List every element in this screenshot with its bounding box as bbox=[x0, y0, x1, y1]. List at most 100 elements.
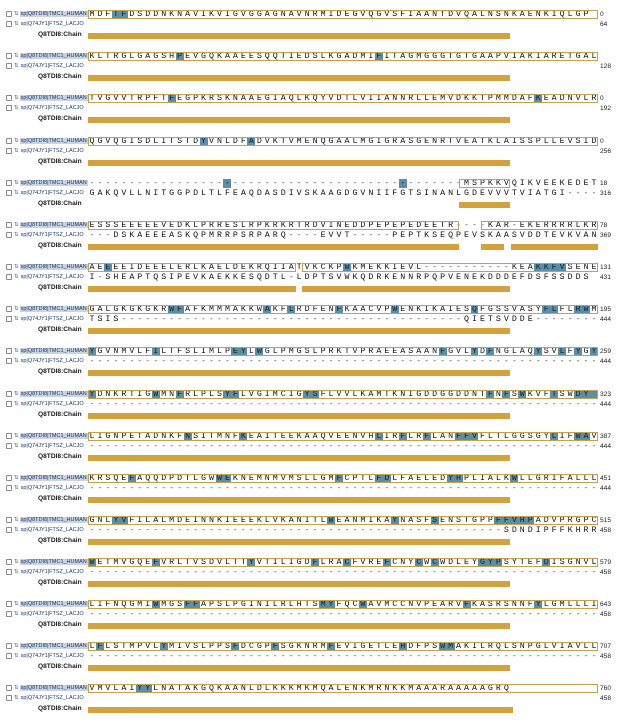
sequence-row-A[interactable]: ⇅ sp|Q8TDI8|TMC1_HUMAN bbox=[6, 346, 88, 355]
row-checkbox[interactable] bbox=[6, 137, 12, 144]
residue: D bbox=[527, 231, 533, 240]
residue: F bbox=[320, 390, 326, 399]
row-checkbox[interactable] bbox=[6, 442, 12, 449]
sequence-row-B[interactable]: ⇅ sp|Q74JY1|FTSZ_LACJO bbox=[6, 272, 85, 281]
chain-feature-bar[interactable] bbox=[511, 244, 598, 250]
row-checkbox[interactable] bbox=[6, 52, 12, 59]
sequence-row-A[interactable]: ⇅ sp|Q8TDI8|TMC1_HUMAN bbox=[6, 473, 88, 482]
chain-feature-bar[interactable] bbox=[88, 75, 510, 81]
row-checkbox[interactable] bbox=[6, 189, 12, 196]
row-checkbox[interactable] bbox=[6, 526, 12, 533]
sequence-row-A[interactable]: ⇅ sp|Q8TDI8|TMC1_HUMAN bbox=[6, 641, 88, 650]
chain-feature-bar[interactable] bbox=[88, 33, 510, 39]
sequence-row-B[interactable]: ⇅ sp|Q74JY1|FTSZ_LACJO bbox=[6, 651, 85, 660]
row-checkbox[interactable] bbox=[6, 94, 12, 101]
sequence-row-A[interactable]: ⇅ sp|Q8TDI8|TMC1_HUMAN bbox=[6, 599, 88, 608]
chain-feature-bar[interactable] bbox=[88, 286, 296, 292]
row-checkbox[interactable] bbox=[6, 474, 12, 481]
sequence-row-B[interactable]: ⇅ sp|Q74JY1|FTSZ_LACJO bbox=[6, 230, 85, 239]
chain-feature-bar[interactable] bbox=[302, 286, 510, 292]
sequence-row-A[interactable]: ⇅ sp|Q8TDI8|TMC1_HUMAN bbox=[6, 51, 88, 60]
chain-feature-bar[interactable] bbox=[88, 413, 510, 419]
row-checkbox[interactable] bbox=[6, 305, 12, 312]
residue: L bbox=[567, 600, 573, 609]
sequence-row-B[interactable]: ⇅ sp|Q74JY1|FTSZ_LACJO bbox=[6, 19, 85, 28]
sequence-row-B[interactable]: ⇅ sp|Q74JY1|FTSZ_LACJO bbox=[6, 525, 85, 534]
row-checkbox[interactable] bbox=[6, 179, 12, 186]
residue: L bbox=[304, 474, 310, 483]
sequence-row-B[interactable]: ⇅ sp|Q74JY1|FTSZ_LACJO bbox=[6, 441, 85, 450]
chain-feature-bar[interactable] bbox=[88, 328, 510, 334]
sequence-row-B[interactable]: ⇅ sp|Q74JY1|FTSZ_LACJO bbox=[6, 103, 85, 112]
row-checkbox[interactable] bbox=[6, 558, 12, 565]
chain-feature-bar[interactable] bbox=[88, 623, 510, 629]
row-checkbox[interactable] bbox=[6, 231, 12, 238]
sequence-row-B[interactable]: ⇅ sp|Q74JY1|FTSZ_LACJO bbox=[6, 356, 85, 365]
row-checkbox[interactable] bbox=[6, 221, 12, 228]
row-checkbox[interactable] bbox=[6, 568, 12, 575]
sequence-row-A[interactable]: ⇅ sp|Q8TDI8|TMC1_HUMAN bbox=[6, 515, 88, 524]
row-checkbox[interactable] bbox=[6, 315, 12, 322]
sequence-row-B[interactable]: ⇅ sp|Q74JY1|FTSZ_LACJO bbox=[6, 314, 85, 323]
sequence-row-A[interactable]: ⇅ sp|Q8TDI8|TMC1_HUMAN bbox=[6, 389, 88, 398]
residue: - bbox=[296, 357, 302, 366]
chain-feature-bar[interactable] bbox=[88, 160, 510, 166]
sequence-row-A[interactable]: ⇅ sp|Q8TDI8|TMC1_HUMAN bbox=[6, 262, 88, 271]
sequence-row-A[interactable]: ⇅ sp|Q8TDI8|TMC1_HUMAN bbox=[6, 220, 88, 229]
sequence-row-A[interactable]: ⇅ sp|Q8TDI8|TMC1_HUMAN bbox=[6, 683, 88, 692]
row-checkbox[interactable] bbox=[6, 400, 12, 407]
sequence-row-B[interactable]: ⇅ sp|Q74JY1|FTSZ_LACJO bbox=[6, 399, 85, 408]
row-checkbox[interactable] bbox=[6, 390, 12, 397]
sequence-row-A[interactable]: ⇅ sp|Q8TDI8|TMC1_HUMAN bbox=[6, 136, 88, 145]
sequence-row-B[interactable]: ⇅ sp|Q74JY1|FTSZ_LACJO bbox=[6, 61, 85, 70]
chain-feature-bar[interactable] bbox=[481, 244, 504, 250]
chain-feature-bar[interactable] bbox=[88, 665, 510, 671]
sequence-row-B[interactable]: ⇅ sp|Q74JY1|FTSZ_LACJO bbox=[6, 188, 85, 197]
sequence-row-A[interactable]: ⇅ sp|Q8TDI8|TMC1_HUMAN bbox=[6, 431, 88, 440]
row-checkbox[interactable] bbox=[6, 684, 12, 691]
row-checkbox[interactable] bbox=[6, 600, 12, 607]
residue: - bbox=[344, 179, 350, 188]
row-checkbox[interactable] bbox=[6, 642, 12, 649]
row-checkbox[interactable] bbox=[6, 694, 12, 701]
residue: - bbox=[567, 568, 573, 577]
row-checkbox[interactable] bbox=[6, 273, 12, 280]
row-checkbox[interactable] bbox=[6, 62, 12, 69]
sequence-row-A[interactable]: ⇅ sp|Q8TDI8|TMC1_HUMAN bbox=[6, 178, 88, 187]
row-checkbox[interactable] bbox=[6, 263, 12, 270]
row-checkbox[interactable] bbox=[6, 516, 12, 523]
row-checkbox[interactable] bbox=[6, 484, 12, 491]
sequence-row-B[interactable]: ⇅ sp|Q74JY1|FTSZ_LACJO bbox=[6, 609, 85, 618]
residue: A bbox=[408, 516, 414, 525]
row-checkbox[interactable] bbox=[6, 347, 12, 354]
sequence-row-B[interactable]: ⇅ sp|Q74JY1|FTSZ_LACJO bbox=[6, 146, 85, 155]
residue: T bbox=[169, 347, 175, 356]
sequence-row-B[interactable]: ⇅ sp|Q74JY1|FTSZ_LACJO bbox=[6, 693, 85, 702]
sequence-row-A[interactable]: ⇅ sp|Q8TDI8|TMC1_HUMAN bbox=[6, 557, 88, 566]
row-checkbox[interactable] bbox=[6, 104, 12, 111]
residue: K bbox=[185, 231, 191, 240]
chain-feature-bar[interactable] bbox=[88, 539, 510, 545]
chain-feature-bar[interactable] bbox=[459, 202, 510, 208]
sequence-row-B[interactable]: ⇅ sp|Q74JY1|FTSZ_LACJO bbox=[6, 483, 85, 492]
chain-feature-bar[interactable] bbox=[88, 581, 510, 587]
chain-feature-bar[interactable] bbox=[88, 370, 510, 376]
residue: S bbox=[567, 263, 573, 272]
chain-feature-bar[interactable] bbox=[88, 117, 510, 123]
row-checkbox[interactable] bbox=[6, 10, 12, 17]
sequence-row-A[interactable]: ⇅ sp|Q8TDI8|TMC1_HUMAN bbox=[6, 9, 88, 18]
row-checkbox[interactable] bbox=[6, 432, 12, 439]
sequence-row-A[interactable]: ⇅ sp|Q8TDI8|TMC1_HUMAN bbox=[6, 93, 88, 102]
row-checkbox[interactable] bbox=[6, 20, 12, 27]
row-checkbox[interactable] bbox=[6, 652, 12, 659]
row-checkbox[interactable] bbox=[6, 357, 12, 364]
sequence-row-B[interactable]: ⇅ sp|Q74JY1|FTSZ_LACJO bbox=[6, 567, 85, 576]
row-checkbox[interactable] bbox=[6, 610, 12, 617]
residue: - bbox=[464, 357, 469, 366]
chain-feature-bar[interactable] bbox=[88, 455, 510, 461]
chain-feature-bar[interactable] bbox=[88, 244, 459, 250]
sequence-row-A[interactable]: ⇅ sp|Q8TDI8|TMC1_HUMAN bbox=[6, 304, 88, 313]
chain-feature-bar[interactable] bbox=[88, 497, 510, 503]
chain-feature-bar[interactable] bbox=[88, 707, 513, 713]
row-checkbox[interactable] bbox=[6, 147, 12, 154]
